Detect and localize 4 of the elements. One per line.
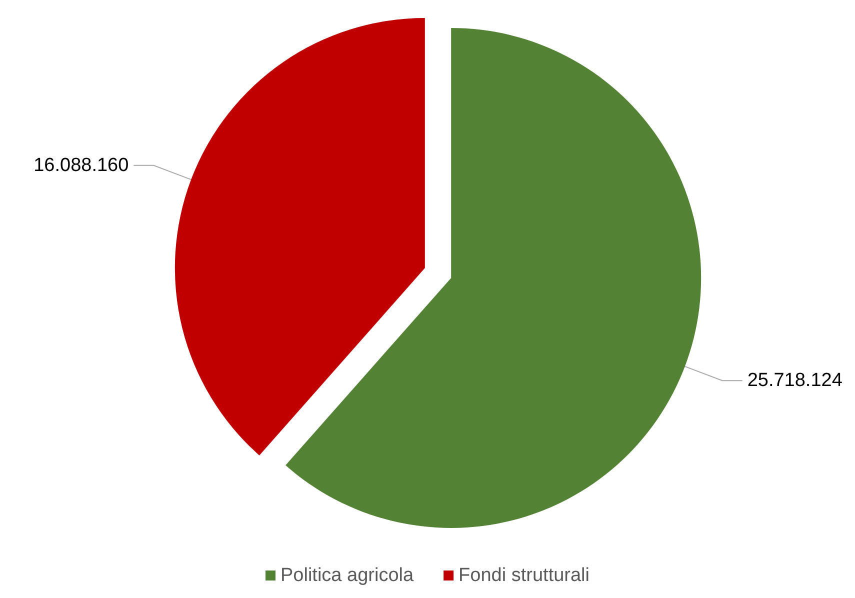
data-label: 25.718.124 — [747, 370, 843, 392]
legend-label: Fondi strutturali — [458, 565, 590, 586]
legend-label: Politica agricola — [280, 565, 414, 586]
data-label: 16.088.160 — [34, 154, 129, 176]
